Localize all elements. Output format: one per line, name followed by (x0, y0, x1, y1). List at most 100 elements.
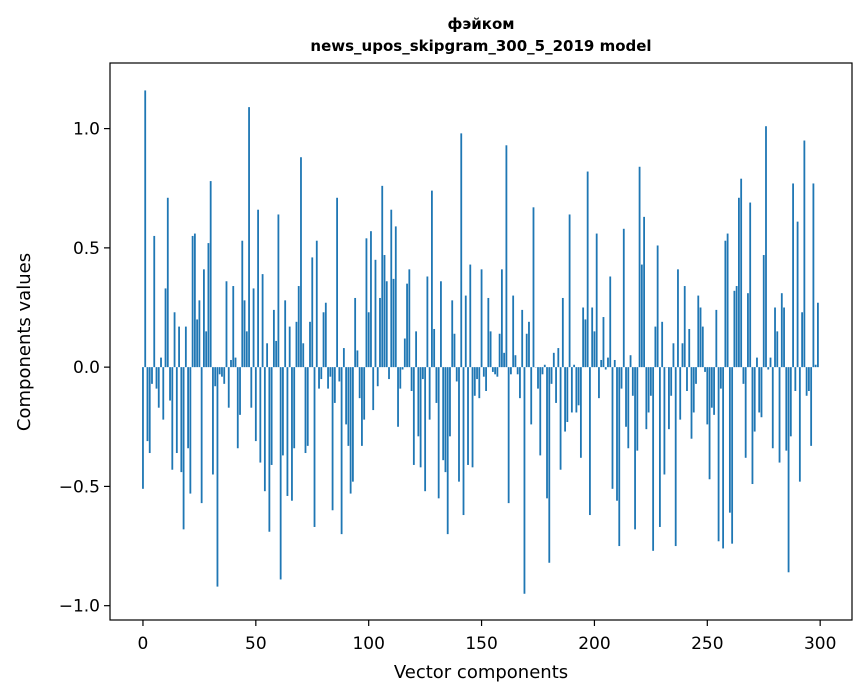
bar-component-62 (282, 367, 284, 455)
bar-component-16 (178, 327, 180, 368)
bar-component-60 (277, 214, 279, 367)
bar-component-93 (352, 367, 354, 482)
bar-component-271 (754, 367, 756, 431)
bar-component-151 (483, 367, 485, 377)
bar-component-275 (763, 255, 765, 367)
bar-component-167 (519, 367, 521, 398)
bar-component-179 (546, 367, 548, 498)
bar-component-142 (463, 367, 465, 515)
bar-component-114 (399, 367, 401, 388)
bar-component-242 (688, 329, 690, 367)
bar-component-211 (618, 367, 620, 546)
bar-component-204 (603, 317, 605, 367)
bar-component-73 (307, 367, 309, 446)
bar-component-250 (706, 367, 708, 424)
bar-component-13 (171, 367, 173, 470)
bar-component-273 (758, 367, 760, 412)
bar-component-159 (501, 269, 503, 367)
bar-component-245 (695, 367, 697, 384)
bar-component-74 (309, 322, 311, 367)
bar-component-82 (327, 367, 329, 388)
bar-component-237 (677, 269, 679, 367)
bar-component-282 (779, 367, 781, 462)
bar-component-239 (682, 343, 684, 367)
bar-component-212 (621, 367, 623, 388)
bar-component-21 (189, 367, 191, 493)
bar-component-55 (266, 343, 268, 367)
bar-component-203 (600, 360, 602, 367)
bar-component-259 (727, 234, 729, 368)
bar-component-272 (756, 358, 758, 368)
bar-component-143 (465, 296, 467, 368)
bar-component-102 (372, 367, 374, 410)
bar-component-240 (684, 286, 686, 367)
bar-component-231 (664, 367, 666, 474)
bar-component-201 (596, 234, 598, 368)
chart-title-line-1: фэйком (447, 15, 514, 33)
bar-component-110 (390, 210, 392, 367)
bar-component-106 (381, 186, 383, 367)
bar-component-118 (408, 269, 410, 367)
bar-component-127 (429, 367, 431, 419)
bar-component-155 (492, 367, 494, 372)
bar-component-49 (253, 288, 255, 367)
bar-component-227 (654, 327, 656, 368)
bar-component-12 (169, 367, 171, 400)
bar-component-200 (594, 331, 596, 367)
bar-component-157 (496, 367, 498, 377)
bar-component-135 (447, 367, 449, 534)
bar-component-283 (781, 293, 783, 367)
bar-component-289 (794, 367, 796, 391)
bar-component-235 (673, 343, 675, 367)
bar-component-161 (505, 145, 507, 367)
bar-component-6 (156, 367, 158, 388)
bar-component-162 (508, 367, 510, 503)
bar-component-79 (320, 367, 322, 379)
bar-component-43 (239, 367, 241, 415)
bar-component-287 (790, 367, 792, 436)
bar-component-28 (205, 331, 207, 367)
bar-component-253 (713, 367, 715, 415)
bar-component-132 (440, 281, 442, 367)
bar-component-168 (521, 310, 523, 367)
bar-component-50 (255, 367, 257, 441)
bar-component-66 (291, 367, 293, 501)
x-tick-label: 300 (804, 634, 836, 654)
bar-component-225 (650, 367, 652, 396)
bar-component-20 (187, 367, 189, 448)
bar-component-109 (388, 367, 390, 379)
bar-component-72 (305, 367, 307, 453)
bar-component-57 (271, 367, 273, 465)
bar-component-24 (196, 319, 198, 367)
bar-component-116 (404, 339, 406, 368)
bar-component-160 (503, 353, 505, 367)
bar-component-86 (336, 198, 338, 367)
bar-component-1 (144, 90, 146, 367)
bar-component-199 (591, 308, 593, 368)
bar-component-41 (235, 358, 237, 368)
bar-component-228 (657, 245, 659, 367)
bar-component-185 (560, 367, 562, 470)
bar-component-257 (722, 367, 724, 548)
y-axis: 1.00.50.0−0.5−1.0 (59, 120, 110, 617)
bar-component-88 (341, 367, 343, 534)
bar-component-226 (652, 367, 654, 551)
bar-component-22 (192, 236, 194, 367)
bar-component-141 (460, 133, 462, 367)
bar-component-230 (661, 322, 663, 367)
bar-component-195 (582, 308, 584, 368)
bar-component-33 (217, 367, 219, 586)
bar-component-152 (485, 367, 487, 391)
bar-component-244 (693, 367, 695, 412)
bar-component-254 (715, 310, 717, 367)
bar-component-59 (275, 341, 277, 367)
bar-component-256 (720, 367, 722, 388)
bar-component-205 (605, 367, 607, 369)
bar-component-219 (636, 367, 638, 450)
bar-component-95 (357, 350, 359, 367)
bar-component-180 (548, 367, 550, 563)
bar-component-54 (264, 367, 266, 491)
bar-component-284 (783, 308, 785, 368)
bar-component-277 (767, 367, 769, 369)
